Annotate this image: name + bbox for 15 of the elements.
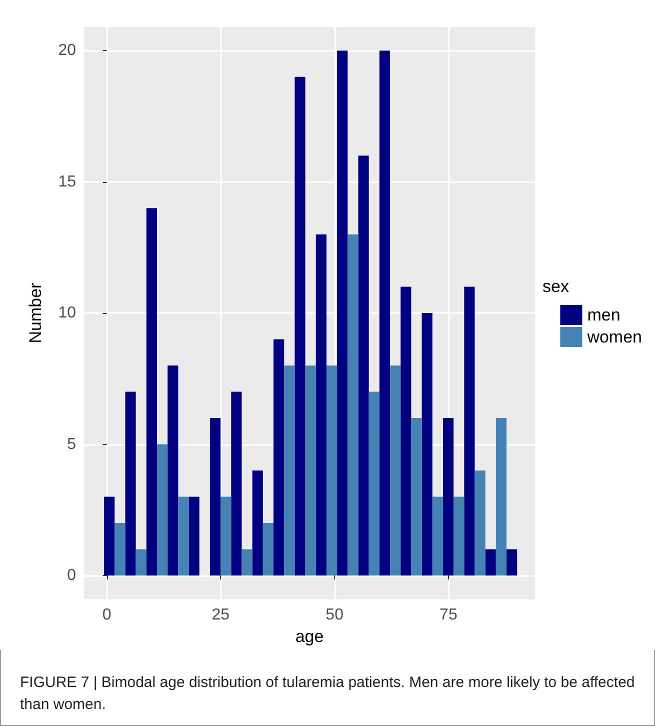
x-tick-label: 25: [212, 606, 230, 624]
x-tick-label: 0: [102, 606, 112, 624]
y-tick-label: 5: [67, 436, 76, 453]
y-tick-label: 0: [67, 566, 76, 584]
x-tick-label: 75: [440, 606, 458, 624]
y-axis-title: Number: [26, 282, 45, 344]
y-tick-label: 20: [58, 42, 76, 60]
legend-label: men: [587, 306, 620, 324]
x-axis-title: age: [295, 627, 324, 646]
x-tick-label: 50: [326, 606, 344, 624]
y-tick-label: 10: [58, 304, 76, 322]
y-tick-label: 15: [58, 173, 76, 190]
legend-label: women: [586, 328, 642, 346]
caption: FIGURE 7 | Bimodal age distribution of tularemia patients. Men are more likely to be affected than women.: [20, 673, 636, 715]
legend-title: sex: [542, 277, 570, 296]
